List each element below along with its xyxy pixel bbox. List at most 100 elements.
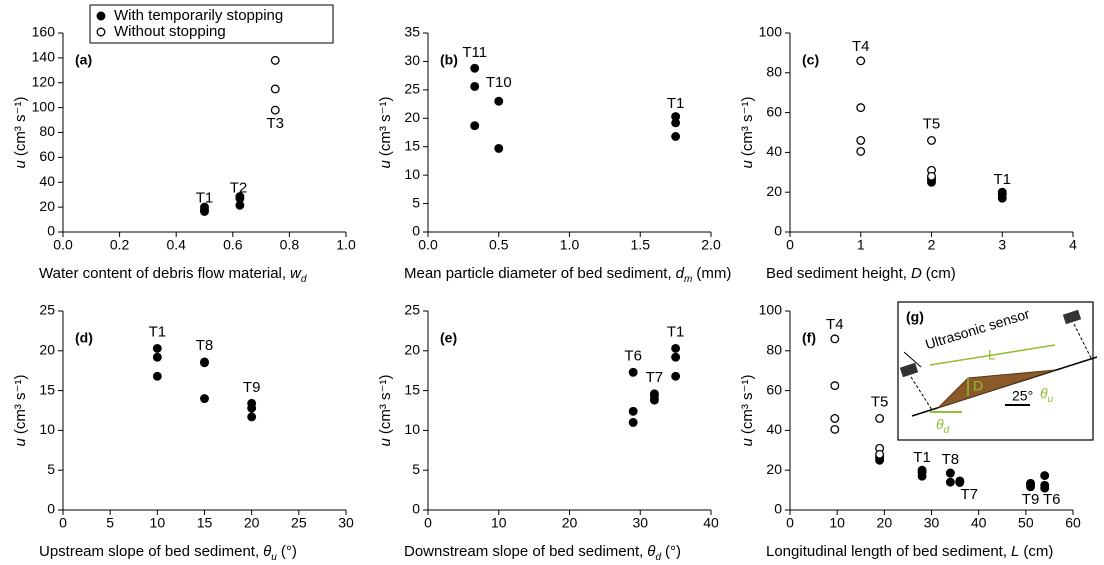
data-point (830, 424, 840, 434)
x-tick-label: 15 (197, 515, 213, 531)
y-tick-label: 40 (766, 421, 782, 437)
y-tick-label: 20 (766, 461, 782, 477)
height-label: D (973, 378, 983, 394)
sensor-left (899, 362, 919, 378)
x-tick-label: 0.6 (223, 237, 243, 253)
point-annotation: T1 (667, 323, 685, 340)
y-tick-label: 30 (404, 52, 420, 68)
data-point (671, 371, 681, 381)
y-tick-label: 15 (404, 137, 420, 153)
point-annotation: T8 (196, 337, 214, 354)
y-tick-label: 15 (404, 381, 420, 397)
x-tick-label: 0 (786, 515, 794, 531)
data-point (927, 136, 936, 145)
y-tick-label: 35 (404, 24, 420, 40)
y-tick-label: 5 (412, 194, 420, 210)
data-point (856, 146, 866, 156)
label-var: u (739, 437, 756, 446)
data-point (494, 143, 504, 153)
point-annotation: T1 (149, 323, 167, 340)
x-axis-label: Mean particle diameter of bed sediment, d… (404, 265, 731, 285)
x-tick-label: 5 (106, 515, 114, 531)
label-text: Mean particle diameter of bed sediment, (404, 265, 672, 282)
point-annotation: T5 (923, 116, 941, 133)
y-axis-label: u (cm³ s⁻¹) (12, 97, 29, 169)
panel-label: (f) (802, 330, 816, 346)
data-point (671, 343, 681, 353)
data-point (830, 334, 840, 344)
x-tick-label: 40 (971, 515, 987, 531)
data-point (270, 105, 280, 115)
label-var: θ (263, 543, 271, 560)
x-tick-label: 30 (632, 515, 648, 531)
y-tick-label: 15 (39, 381, 55, 397)
panel-label: (g) (906, 309, 924, 325)
y-tick-label: 0 (774, 501, 782, 517)
label-sub: m (684, 274, 692, 285)
panel-label: (b) (440, 52, 458, 68)
x-tick-label: 0 (786, 237, 794, 253)
length-arrow (929, 344, 1056, 366)
y-axis-label: u (cm³ s⁻¹) (377, 375, 394, 447)
data-point (649, 395, 659, 405)
x-tick-label: 10 (491, 515, 507, 531)
panel-label: (e) (440, 330, 457, 346)
label-var: u (377, 437, 394, 446)
x-tick-label: 0.0 (418, 237, 438, 253)
data-point (1040, 471, 1050, 481)
y-tick-label: 25 (39, 302, 55, 318)
data-point (1040, 483, 1050, 493)
y-tick-label: 20 (404, 109, 420, 125)
data-point (200, 358, 209, 368)
x-tick-label: 1.0 (336, 237, 356, 253)
y-tick-label: 60 (766, 103, 782, 119)
panel: 0.0 0.2 0.4 0.6 0.8 1.0 0 20 40 60 80 100 120 140 160 (… (12, 4, 356, 285)
data-point (152, 343, 162, 353)
sub: d (944, 425, 950, 436)
x-tick-label: 0 (59, 515, 67, 531)
point-annotation: T4 (852, 38, 870, 55)
theta-d: θd (936, 416, 950, 436)
label-var: w (290, 265, 302, 282)
data-point (997, 193, 1007, 203)
panel: 0 10 20 30 40 50 60 0 20 40 60 80 100 (f) Longitudinal… (739, 302, 1081, 560)
x-tick-label: 40 (703, 515, 719, 531)
inset-box (897, 301, 1094, 441)
point-annotation: T1 (913, 449, 931, 466)
legend-marker (96, 11, 106, 21)
data-point (628, 367, 638, 377)
y-tick-label: 60 (766, 381, 782, 397)
label-text: Downstream slope of bed sediment, (404, 543, 643, 560)
y-tick-label: 40 (766, 143, 782, 159)
point-annotation: T7 (646, 369, 664, 386)
point-annotation: T9 (243, 379, 261, 396)
y-tick-label: 0 (412, 223, 420, 239)
x-tick-label: 0.4 (166, 237, 186, 253)
point-annotation: T9 (1022, 491, 1040, 508)
data-point (955, 478, 965, 487)
theta-u: θu (1040, 385, 1054, 405)
label-unit: (°) (665, 543, 681, 560)
label-var: u (12, 437, 29, 446)
x-axis-label: Longitudinal length of bed sediment, L (cm… (766, 543, 1053, 560)
label-unit: (cm³ s⁻¹) (739, 375, 756, 435)
data-point (152, 352, 162, 362)
x-tick-label: 2.0 (701, 237, 721, 253)
x-tick-label: 1 (857, 237, 865, 253)
point-annotation: T3 (266, 115, 284, 132)
data-point (470, 121, 480, 131)
y-tick-label: 0 (47, 223, 55, 239)
y-tick-label: 160 (32, 24, 56, 40)
data-point (628, 406, 638, 416)
y-axis-label: u (cm³ s⁻¹) (739, 375, 756, 447)
data-point (628, 417, 638, 427)
data-point (945, 468, 955, 478)
panel: 0 5 10 15 20 25 30 0 5 10 15 20 25 (d) Upstream slope … (12, 302, 354, 563)
legend-label: With temporarily stopping (114, 7, 283, 24)
x-tick-label: 25 (291, 515, 307, 531)
panel-label: (c) (802, 52, 819, 68)
x-axis-label: Bed sediment height, D (cm) (766, 265, 956, 282)
sensor-right (1062, 309, 1082, 325)
panel-label: (d) (75, 330, 93, 346)
